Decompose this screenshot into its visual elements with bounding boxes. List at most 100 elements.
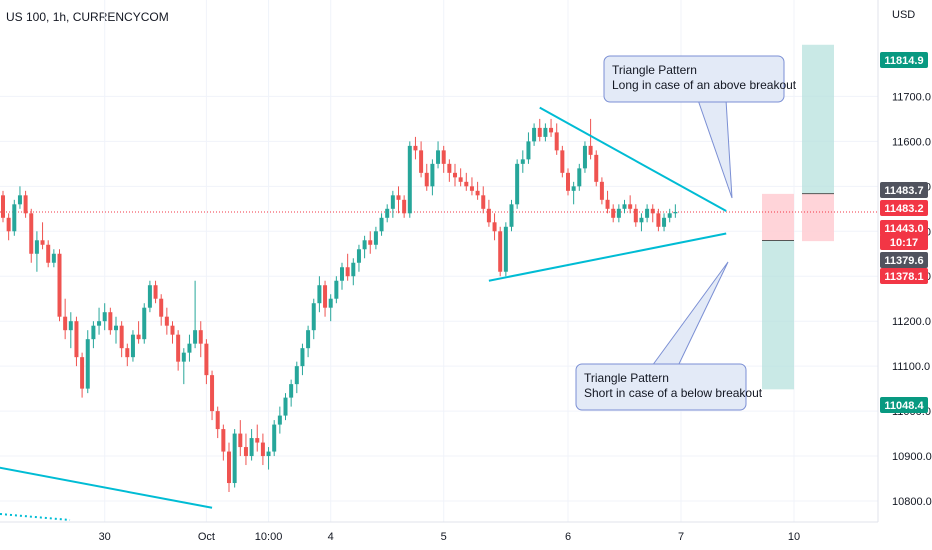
candle[interactable]	[6, 213, 11, 241]
candle[interactable]	[102, 303, 107, 331]
candle[interactable]	[80, 352, 85, 398]
candle[interactable]	[594, 150, 599, 187]
candle[interactable]	[300, 343, 305, 376]
candle[interactable]	[40, 222, 45, 250]
candle[interactable]	[356, 244, 361, 272]
candle[interactable]	[311, 298, 316, 340]
candle[interactable]	[588, 118, 593, 160]
candle[interactable]	[198, 321, 203, 358]
lower-triangle-line[interactable]	[488, 232, 727, 282]
candle[interactable]	[159, 294, 164, 326]
candle[interactable]	[430, 159, 435, 196]
lower-left-line[interactable]	[0, 466, 213, 509]
candle[interactable]	[486, 199, 491, 227]
candle[interactable]	[605, 190, 610, 214]
candle[interactable]	[97, 307, 102, 335]
candle[interactable]	[481, 186, 486, 214]
candle[interactable]	[328, 294, 333, 322]
candle[interactable]	[351, 258, 356, 286]
candle[interactable]	[260, 433, 265, 466]
price-tag[interactable]: 11443.0	[880, 220, 928, 236]
candle[interactable]	[221, 424, 226, 461]
candle[interactable]	[266, 447, 271, 470]
candle[interactable]	[582, 141, 587, 173]
candle[interactable]	[170, 321, 175, 344]
candle[interactable]	[317, 276, 322, 313]
candle[interactable]	[526, 132, 531, 164]
candle[interactable]	[210, 370, 215, 421]
candle[interactable]	[29, 208, 34, 263]
candle[interactable]	[458, 168, 463, 187]
candle[interactable]	[215, 406, 220, 439]
price-tag[interactable]: 11048.4	[880, 397, 928, 413]
candle[interactable]	[91, 321, 96, 349]
candle[interactable]	[227, 442, 231, 493]
candle[interactable]	[453, 163, 457, 187]
candle[interactable]	[577, 163, 582, 191]
candle[interactable]	[130, 330, 135, 362]
candle[interactable]	[283, 393, 288, 421]
candle[interactable]	[368, 231, 373, 254]
candle[interactable]	[447, 159, 452, 182]
candle[interactable]	[1, 190, 5, 223]
candle[interactable]	[424, 163, 429, 191]
candle[interactable]	[509, 199, 514, 232]
candle[interactable]	[543, 123, 548, 142]
candle[interactable]	[628, 195, 633, 214]
candle[interactable]	[46, 240, 51, 268]
candle[interactable]	[238, 420, 243, 457]
candle[interactable]	[345, 253, 350, 281]
candle[interactable]	[164, 307, 169, 335]
candle[interactable]	[187, 334, 192, 362]
candle[interactable]	[74, 316, 79, 367]
candle[interactable]	[125, 343, 130, 367]
candle[interactable]	[532, 123, 537, 146]
candle[interactable]	[289, 379, 294, 407]
candle[interactable]	[662, 213, 667, 232]
candle[interactable]	[402, 195, 407, 218]
candle[interactable]	[645, 204, 650, 223]
candle[interactable]	[633, 204, 638, 227]
candle[interactable]	[255, 424, 260, 452]
candle[interactable]	[639, 213, 644, 232]
candle[interactable]	[181, 348, 186, 385]
candle[interactable]	[396, 186, 401, 214]
candle[interactable]	[51, 249, 56, 268]
candle[interactable]	[114, 316, 118, 344]
candle[interactable]	[413, 136, 418, 160]
price-tag[interactable]: 11378.1	[880, 268, 928, 284]
candle[interactable]	[85, 330, 90, 394]
candle[interactable]	[385, 204, 390, 223]
candle[interactable]	[12, 199, 17, 236]
candle[interactable]	[498, 226, 503, 277]
candle[interactable]	[136, 321, 141, 344]
candle[interactable]	[147, 280, 152, 313]
candle[interactable]	[549, 118, 554, 137]
candle[interactable]	[373, 226, 378, 250]
candle[interactable]	[560, 145, 565, 178]
candle[interactable]	[515, 159, 520, 209]
candle[interactable]	[176, 330, 181, 371]
candle[interactable]	[390, 190, 395, 218]
candle[interactable]	[673, 204, 678, 218]
candle[interactable]	[119, 321, 124, 358]
price-tag[interactable]: 10:17	[880, 234, 928, 250]
candle[interactable]	[362, 235, 367, 259]
price-tag[interactable]: 11483.7	[880, 182, 928, 198]
candle[interactable]	[566, 168, 570, 196]
price-tag[interactable]: 11483.2	[880, 200, 928, 216]
candle[interactable]	[650, 204, 655, 223]
price-tag[interactable]: 11814.9	[880, 52, 928, 68]
candle[interactable]	[204, 339, 209, 385]
candle[interactable]	[243, 433, 248, 466]
candle[interactable]	[142, 303, 147, 344]
candle[interactable]	[616, 204, 621, 223]
candle[interactable]	[294, 361, 299, 394]
candle[interactable]	[340, 262, 344, 290]
candle[interactable]	[622, 199, 627, 214]
candle[interactable]	[232, 429, 237, 488]
candle[interactable]	[57, 249, 62, 322]
candle[interactable]	[306, 325, 311, 358]
